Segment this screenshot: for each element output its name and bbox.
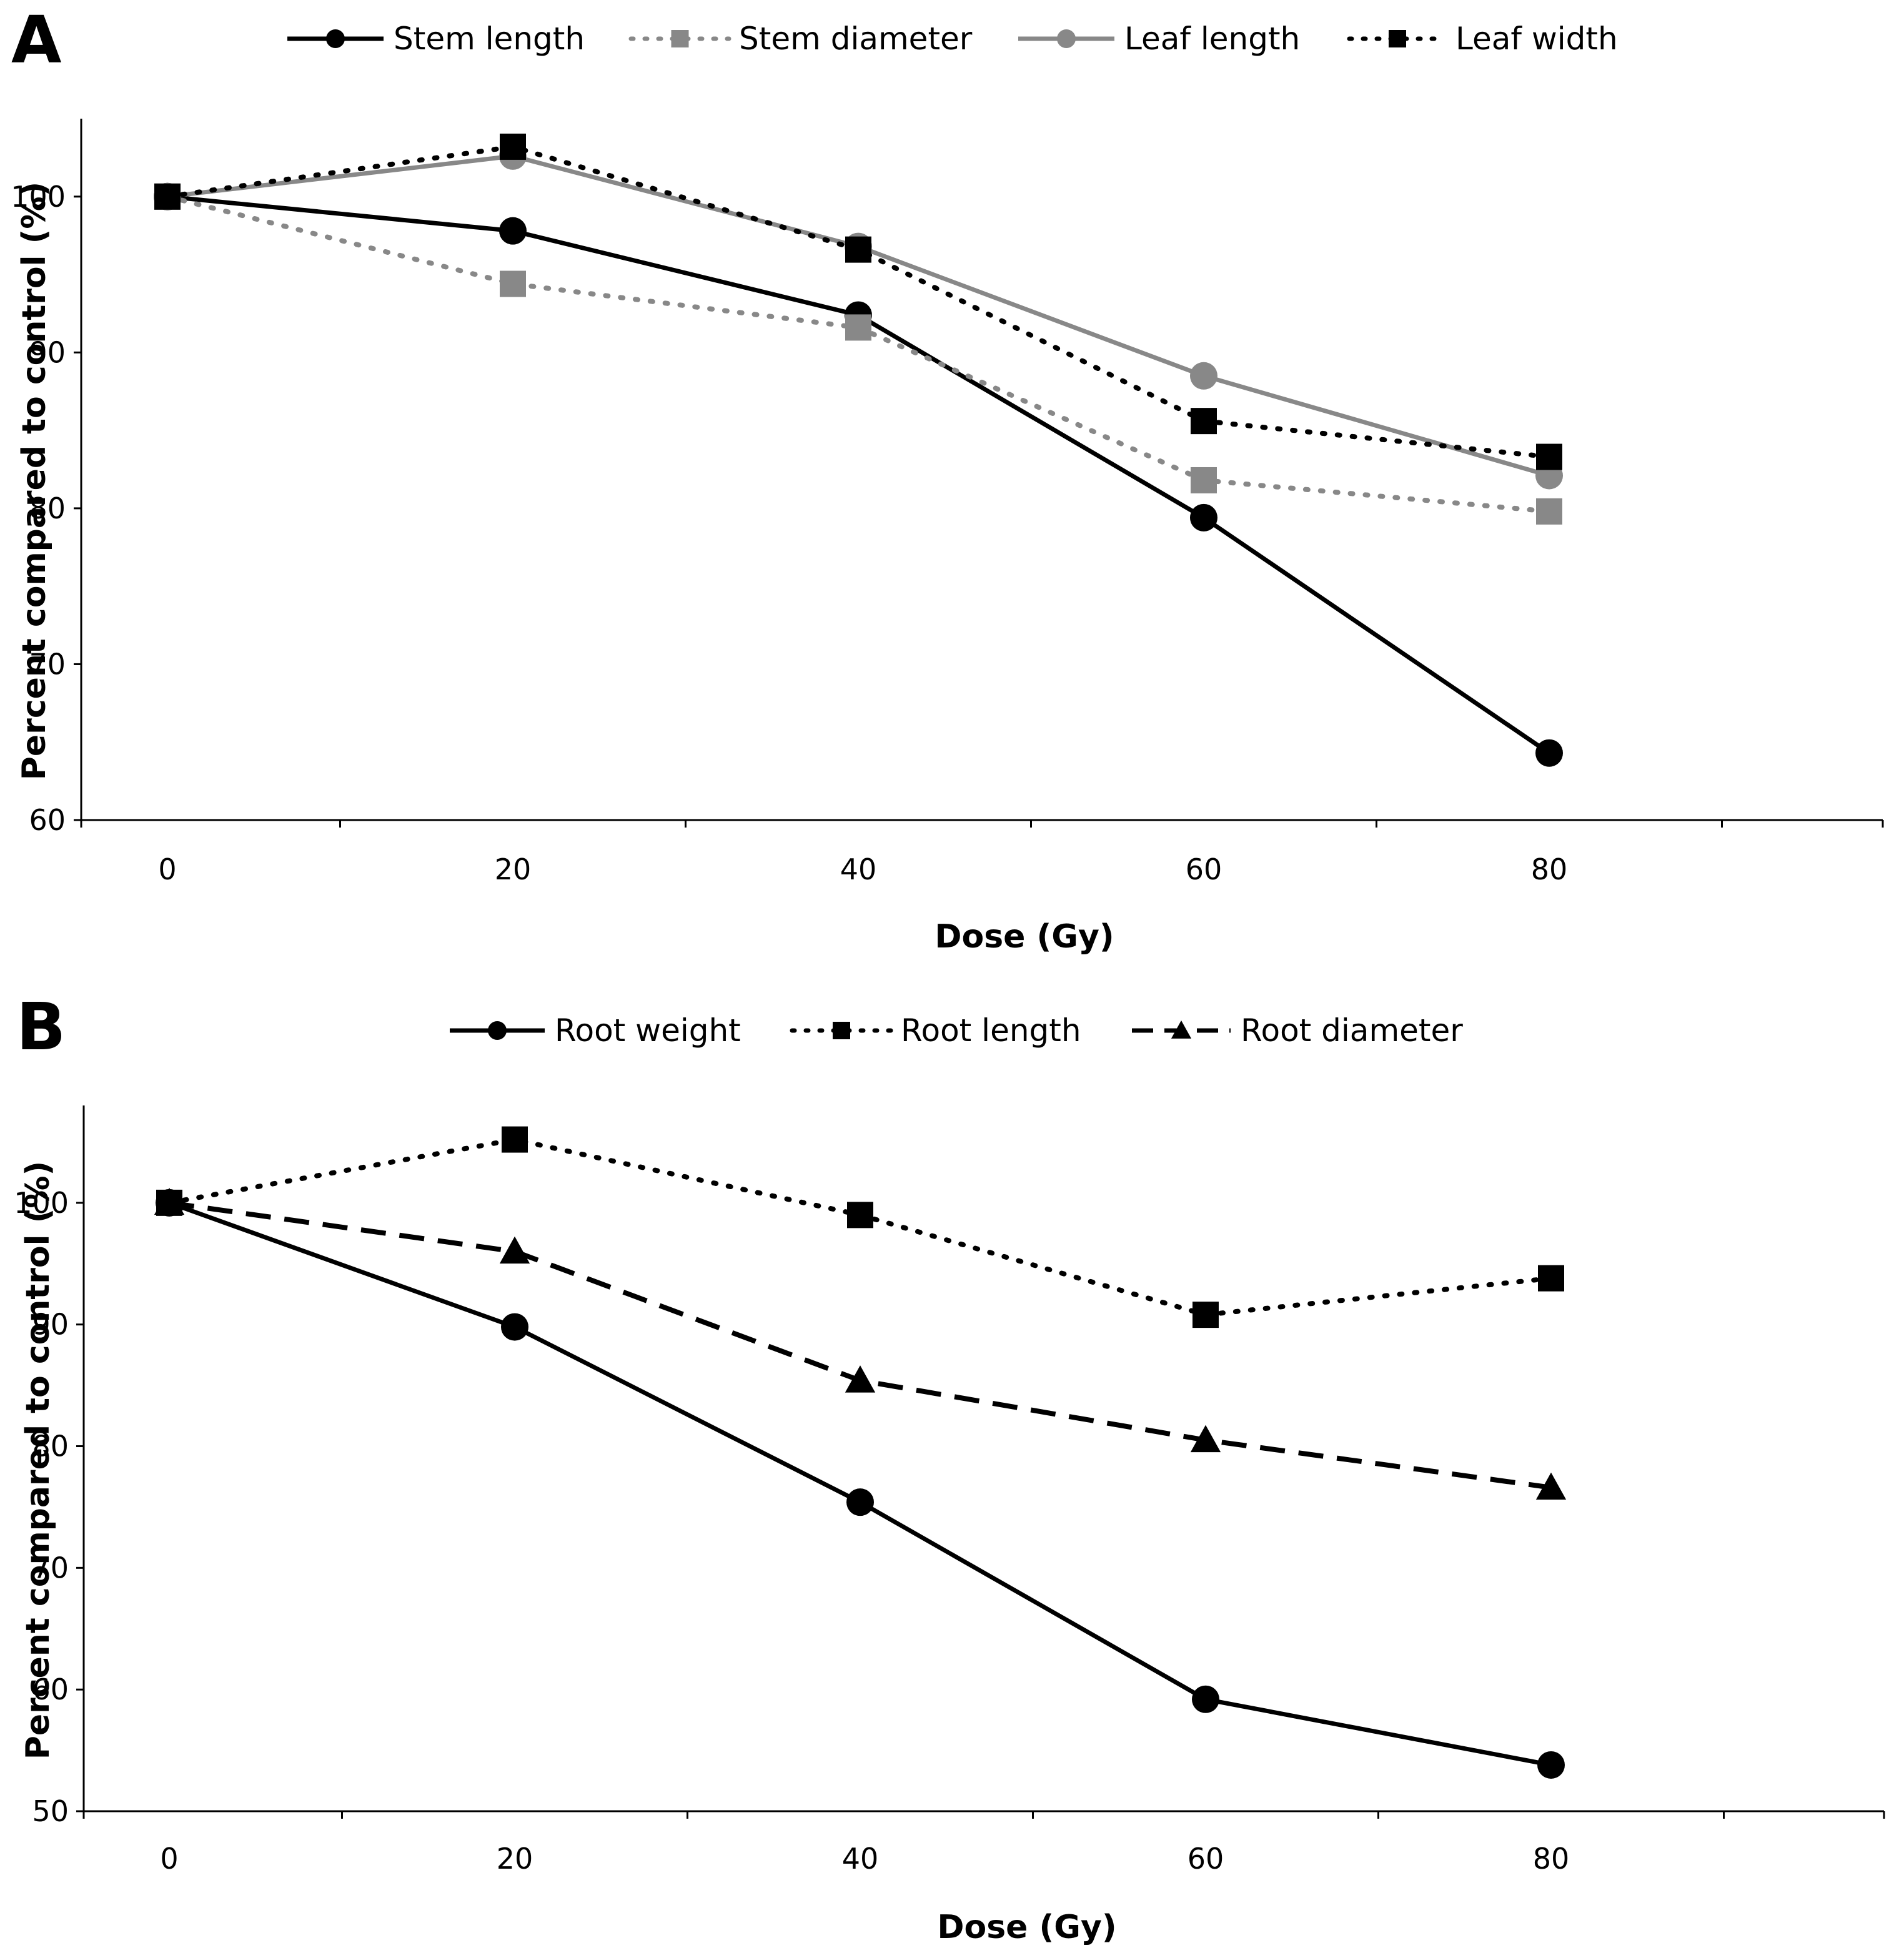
legend-marker (1171, 1020, 1192, 1039)
panel-a: A Stem length Stem diameter Leaf length Lea… (11, 2, 1884, 956)
y-tick-label: 60 (32, 1673, 69, 1706)
y-tick-label: 70 (32, 1551, 69, 1585)
legend-item: Leaf width (1347, 21, 1618, 57)
legend-marker (671, 30, 689, 47)
data-point (1190, 1425, 1221, 1453)
legend-a: Stem length Stem diameter Leaf length Leaf … (287, 21, 1618, 57)
legend-item: Root length (790, 1012, 1081, 1049)
x-tick-label: 20 (495, 853, 532, 886)
x-tick-label: 60 (1186, 853, 1222, 886)
x-tick-label: 0 (158, 853, 176, 886)
legend-item: Leaf length (1018, 21, 1300, 57)
data-point (1536, 443, 1562, 470)
data-point (845, 314, 871, 341)
data-point (1535, 1472, 1567, 1500)
data-point (1538, 1265, 1564, 1292)
legend-b: Root weight Root length Root diameter (450, 1012, 1463, 1049)
x-tick-label: 40 (842, 1842, 879, 1876)
data-point (847, 1202, 873, 1229)
legend-label: Leaf width (1455, 21, 1618, 57)
series-root-diameter (154, 1187, 1567, 1500)
data-point (1192, 1302, 1219, 1328)
data-point (499, 1236, 530, 1264)
x-tick-label: 60 (1188, 1842, 1224, 1876)
series-line (168, 1200, 1552, 1768)
data-point (845, 1365, 876, 1393)
panel-label-a: A (11, 2, 62, 78)
x-tick-label: 0 (160, 1842, 178, 1876)
data-point (499, 217, 527, 245)
legend-marker (833, 1022, 850, 1039)
legend-marker (326, 29, 345, 48)
y-tick-label: 100 (14, 1186, 69, 1220)
y-axis-label-b: Percent compared to control (%) (19, 1161, 57, 1759)
data-point (1191, 467, 1217, 493)
axes-b: 50 60 70 80 90 100 0 20 40 60 80 (14, 1105, 1885, 1876)
y-tick-label: 80 (29, 492, 66, 525)
series-stem-length (154, 182, 1563, 767)
y-tick-label: 90 (32, 1308, 69, 1342)
y-tick-label: 90 (29, 335, 66, 369)
y-tick-label: 50 (32, 1794, 69, 1828)
legend-label: Root weight (555, 1012, 741, 1049)
legend-marker (488, 1021, 507, 1040)
legend-marker (1057, 29, 1076, 48)
legend-item: Root weight (450, 1012, 741, 1049)
series-group-a (154, 133, 1563, 767)
y-tick-label: 100 (11, 180, 66, 214)
y-tick-label: 60 (29, 803, 66, 837)
x-tick-label: 80 (1533, 1842, 1570, 1876)
y-tick-label: 80 (32, 1430, 69, 1463)
legend-label: Root length (901, 1012, 1081, 1049)
series-line (169, 1200, 1552, 1490)
data-point (154, 1187, 185, 1215)
x-axis-label-a: Dose (Gy) (935, 918, 1114, 956)
data-point (500, 133, 526, 160)
legend-label: Leaf length (1124, 21, 1300, 57)
legend-label: Root diameter (1241, 1012, 1463, 1049)
data-point (1192, 1685, 1219, 1713)
panel-label-b: B (16, 989, 66, 1065)
y-tick-label: 70 (29, 647, 66, 681)
data-point (1190, 503, 1217, 531)
x-tick-label: 20 (497, 1842, 533, 1876)
series-group-b (154, 1126, 1567, 1779)
series-root-weight (156, 1189, 1565, 1779)
panel-b: B Root weight Root length Root diameter 50… (14, 989, 1885, 1946)
data-point (1535, 739, 1563, 767)
data-point (154, 183, 181, 210)
y-axis-label-a: Percent compared to control (%) (16, 182, 53, 780)
legend-item: Root diameter (1132, 1012, 1463, 1049)
legend-marker (1389, 30, 1406, 47)
data-point (502, 1126, 528, 1153)
legend-label: Stem length (394, 21, 585, 57)
data-point (500, 270, 526, 297)
axes-a: 60 70 80 90 100 0 20 40 60 80 (11, 119, 1884, 886)
series-root-length (156, 1126, 1564, 1328)
x-axis-label-b: Dose (Gy) (937, 1909, 1116, 1946)
series-line (167, 194, 1550, 755)
x-tick-label: 40 (840, 853, 877, 886)
legend-label: Stem diameter (739, 21, 973, 57)
data-point (1537, 1751, 1565, 1779)
data-point (501, 1313, 528, 1341)
x-tick-label: 80 (1531, 853, 1568, 886)
series-leaf-width (154, 133, 1562, 470)
data-point (1191, 408, 1217, 435)
legend-item: Stem length (287, 21, 585, 57)
data-point (846, 1488, 874, 1516)
legend-item: Stem diameter (628, 21, 973, 57)
data-point (845, 236, 871, 263)
data-point (1190, 362, 1217, 390)
data-point (1536, 498, 1562, 525)
